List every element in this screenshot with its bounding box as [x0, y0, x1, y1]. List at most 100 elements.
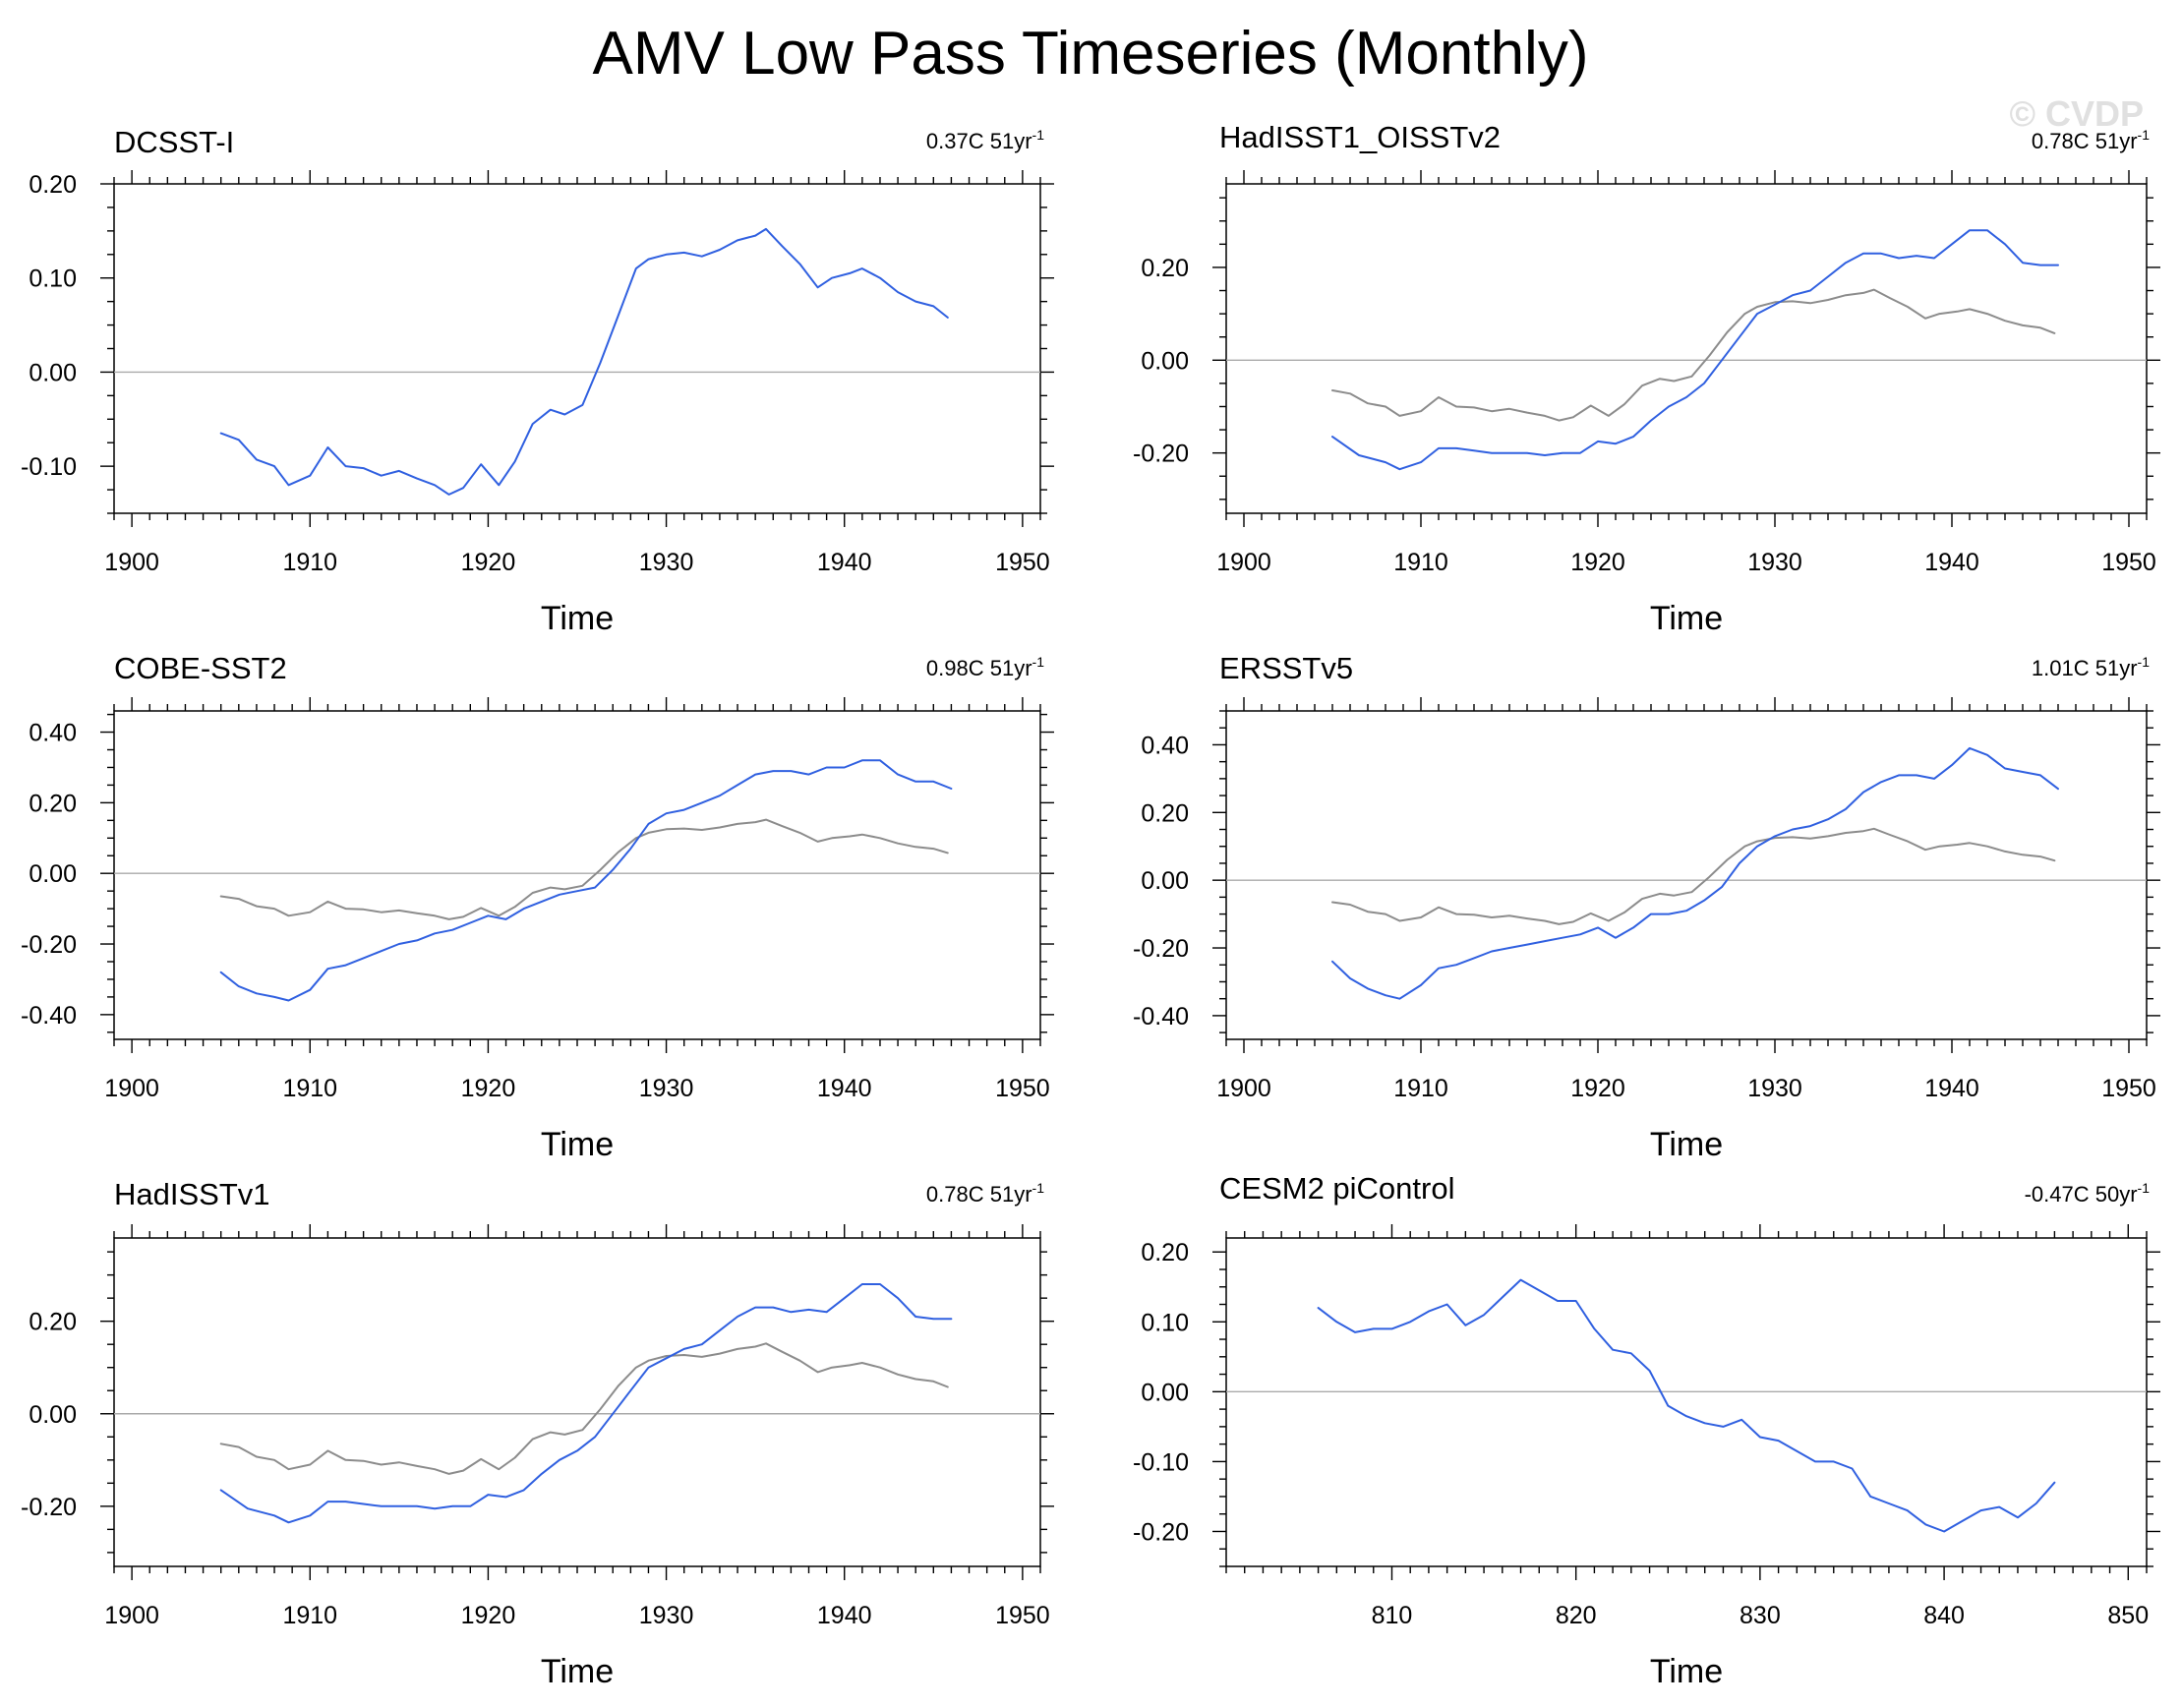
x-tick-label: 1900 [104, 1602, 159, 1629]
y-tick-label: -0.40 [1133, 1003, 1189, 1031]
trend-exponent: -1 [2138, 654, 2151, 670]
observed-series-line [1331, 827, 2056, 925]
x-tick-label: 1950 [995, 1075, 1050, 1102]
y-tick-label: -0.20 [21, 931, 77, 959]
model-series-line [1317, 1278, 2056, 1533]
trend-exponent: -1 [1032, 127, 1045, 143]
panel-hadisstv1: HadISSTv1 0.78C 51yr-1 1900 1910 1920 1930 1… [21, 1177, 1054, 1690]
y-tick-label: 0.00 [1141, 1379, 1189, 1406]
trend-value: -0.47C 50yr [2025, 1182, 2138, 1207]
y-tick-label: -0.20 [1133, 935, 1189, 963]
x-tick-label: 1930 [1747, 549, 1802, 576]
model-series-line [219, 227, 949, 496]
x-axis-title: Time [541, 1653, 614, 1690]
y-tick-label: -0.10 [21, 453, 77, 481]
x-tick-label: 1940 [817, 1075, 872, 1102]
y-tick-label: -0.20 [1133, 441, 1189, 468]
x-tick-label: 810 [1372, 1602, 1413, 1629]
x-tick-label: 1940 [1924, 549, 1979, 576]
panel-title: COBE-SST2 [114, 651, 287, 685]
model-series-line [1331, 229, 2059, 471]
y-tick-label: -0.20 [1133, 1518, 1189, 1546]
plot-frame [113, 710, 1041, 1040]
x-tick-label: 1920 [461, 1075, 516, 1102]
trend-label: 1.01C 51yr-1 [2032, 654, 2150, 680]
x-tick-label: 1930 [639, 1075, 694, 1102]
x-tick-label: 1910 [282, 1075, 337, 1102]
x-tick-label: 1900 [104, 549, 159, 576]
y-tick-label: 0.20 [1141, 255, 1189, 282]
trend-value: 0.78C 51yr [2032, 129, 2138, 153]
y-tick-label: 0.00 [29, 860, 77, 888]
panel-title: HadISSTv1 [114, 1177, 270, 1211]
plot-frame [113, 183, 1041, 514]
panel-hadisst1-oisstv2: HadISST1_OISSTv2 0.78C 51yr-1 1900 1910 19… [1133, 120, 2160, 637]
panel-cesm2-picontrol: CESM2 piControl -0.47C 50yr-1 810 820 830 8… [1133, 1171, 2160, 1690]
panel-cobe-sst2: COBE-SST2 0.98C 51yr-1 1900 1910 1920 1930 1… [21, 651, 1054, 1163]
model-series-line [219, 1283, 953, 1524]
y-tick-label: -0.40 [21, 1002, 77, 1030]
x-tick-label: 1930 [1747, 1075, 1802, 1102]
y-tick-label: 0.20 [29, 171, 77, 199]
x-tick-label: 1950 [2101, 549, 2156, 576]
observed-series-line [219, 1342, 949, 1475]
x-tick-label: 1930 [639, 549, 694, 576]
figure-title: AMV Low Pass Timeseries (Monthly) [593, 20, 1589, 88]
x-tick-label: 1920 [461, 1602, 516, 1629]
trend-label: 0.37C 51yr-1 [926, 127, 1044, 153]
y-tick-label: 0.20 [29, 790, 77, 817]
trend-label: 0.98C 51yr-1 [926, 654, 1044, 680]
trend-value: 0.98C 51yr [926, 656, 1032, 680]
x-tick-label: 1950 [995, 549, 1050, 576]
y-tick-label: 0.10 [29, 265, 77, 293]
observed-series-line [1331, 288, 2056, 422]
model-series-line [1331, 746, 2059, 1000]
x-tick-label: 1950 [995, 1602, 1050, 1629]
x-tick-label: 1910 [1393, 549, 1448, 576]
panel-title: CESM2 piControl [1219, 1171, 1454, 1206]
y-tick-label: 0.40 [1141, 732, 1189, 759]
trend-exponent: -1 [1032, 1180, 1045, 1196]
y-tick-label: 0.20 [29, 1309, 77, 1336]
x-tick-label: 1900 [104, 1075, 159, 1102]
observed-series-line [219, 818, 949, 920]
y-tick-label: 0.00 [1141, 867, 1189, 895]
x-tick-label: 1950 [2101, 1075, 2156, 1102]
x-tick-label: 1900 [1216, 549, 1271, 576]
x-tick-label: 840 [1923, 1602, 1965, 1629]
x-tick-label: 1940 [817, 549, 872, 576]
trend-label: -0.47C 50yr-1 [2025, 1180, 2151, 1207]
y-tick-label: 0.20 [1141, 799, 1189, 827]
model-series-line [219, 759, 953, 1002]
x-tick-label: 1900 [1216, 1075, 1271, 1102]
panel-title: ERSSTv5 [1219, 651, 1353, 685]
panel-dcsst-i: DCSST-I 0.37C 51yr-1 1900 1910 1920 1930 194… [21, 125, 1054, 637]
cvdp-watermark: © CVDP [2009, 93, 2144, 134]
x-tick-label: 1940 [1924, 1075, 1979, 1102]
y-tick-label: -0.20 [21, 1494, 77, 1521]
y-tick-label: 0.40 [29, 720, 77, 747]
plot-frame [1225, 710, 2148, 1040]
x-tick-label: 1920 [461, 549, 516, 576]
plot-frame [113, 1237, 1041, 1567]
x-tick-label: 1920 [1570, 1075, 1625, 1102]
panel-title: HadISST1_OISSTv2 [1219, 120, 1501, 154]
panel-ersstv5: ERSSTv5 1.01C 51yr-1 1900 1910 1920 1930 194… [1133, 651, 2160, 1163]
x-axis-title: Time [1650, 1126, 1723, 1163]
x-tick-label: 1910 [282, 549, 337, 576]
trend-exponent: -1 [1032, 654, 1045, 670]
x-tick-label: 820 [1556, 1602, 1597, 1629]
x-tick-label: 1910 [282, 1602, 337, 1629]
y-tick-label: 0.20 [1141, 1239, 1189, 1266]
x-tick-label: 1930 [639, 1602, 694, 1629]
trend-value: 0.78C 51yr [926, 1182, 1032, 1207]
x-tick-label: 830 [1740, 1602, 1781, 1629]
trend-value: 0.37C 51yr [926, 129, 1032, 153]
plot-frame [1225, 1237, 2148, 1567]
x-tick-label: 1940 [817, 1602, 872, 1629]
plot-frame [1225, 183, 2148, 514]
y-tick-label: 0.00 [29, 1401, 77, 1429]
y-tick-label: 0.00 [1141, 347, 1189, 375]
y-tick-label: 0.00 [29, 359, 77, 386]
